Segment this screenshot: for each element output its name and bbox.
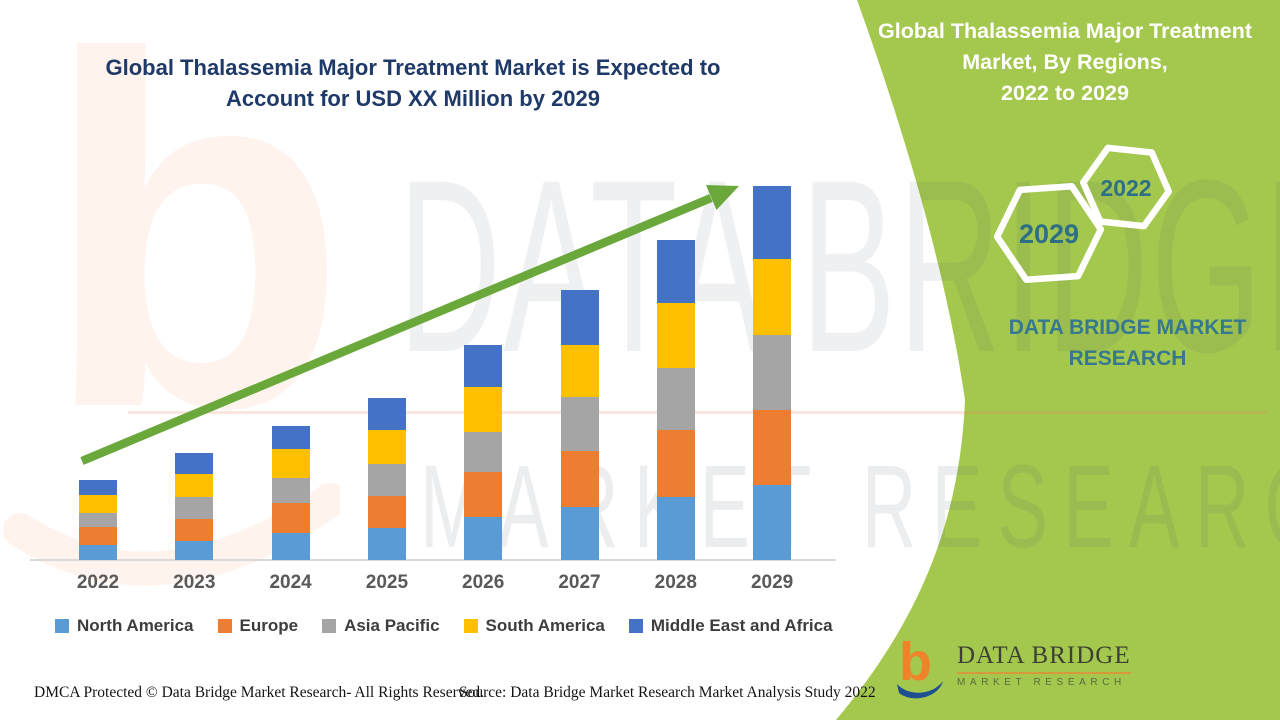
bar-segment xyxy=(656,240,695,303)
legend-label: Europe xyxy=(239,616,299,635)
legend-swatch-icon xyxy=(628,619,643,633)
bar-segment xyxy=(464,387,503,432)
logo-subtitle: MARKET RESEARCH xyxy=(957,677,1126,688)
x-axis-label: 2022 xyxy=(76,572,120,593)
side-panel-title: Global Thalassemia Major Treatment Marke… xyxy=(855,16,1275,109)
bar-segment xyxy=(175,497,214,519)
bar-segment xyxy=(271,449,310,478)
bar-segment xyxy=(464,432,503,472)
bar-segment xyxy=(560,507,599,560)
bar-segment xyxy=(464,345,503,387)
bar-segment xyxy=(175,453,214,474)
svg-text:b: b xyxy=(899,634,932,692)
bar-segment xyxy=(271,533,310,560)
legend-item: Middle East and Africa xyxy=(628,616,833,636)
bar-segment xyxy=(560,345,599,397)
chart-title-line2: Account for USD XX Million by 2029 xyxy=(225,86,601,111)
legend-label: Asia Pacific xyxy=(344,616,440,635)
bar-segment xyxy=(271,503,310,533)
bar-segment xyxy=(656,497,695,560)
bar-segment xyxy=(271,478,310,503)
legend-item: North America xyxy=(55,616,194,636)
bar-segment xyxy=(753,335,792,410)
bar-segment xyxy=(560,290,599,345)
footer-source-text: Source: Data Bridge Market Research Mark… xyxy=(459,684,876,701)
x-axis-label: 2027 xyxy=(558,572,601,593)
bar-segment xyxy=(367,496,406,528)
x-axis-line xyxy=(30,559,836,561)
brand-text-line1: DATA BRIDGE MARKET xyxy=(1008,316,1247,339)
bar-segment xyxy=(753,186,792,259)
bar-segment xyxy=(753,485,792,560)
bar-segment xyxy=(79,545,117,560)
bar-segment xyxy=(560,397,599,451)
hexagon-2029-label: 2029 xyxy=(1018,219,1080,249)
bar-segment xyxy=(79,480,117,495)
legend-swatch-icon xyxy=(322,619,337,633)
company-logo: b DATA BRIDGE MARKET RESEARCH xyxy=(893,634,1131,700)
bar-segment xyxy=(656,303,695,368)
x-axis-label: 2028 xyxy=(654,572,697,593)
brand-text-line2: RESEARCH xyxy=(1068,347,1187,370)
legend-item: Asia Pacific xyxy=(322,616,440,636)
legend-swatch-icon xyxy=(217,619,232,633)
chart-title: Global Thalassemia Major Treatment Marke… xyxy=(63,52,763,114)
bar-segment xyxy=(753,410,792,485)
bar-segment xyxy=(656,430,695,497)
legend-label: South America xyxy=(485,616,605,635)
legend-item: South America xyxy=(463,616,605,636)
logo-monogram-icon: b xyxy=(897,634,943,699)
legend-label: Middle East and Africa xyxy=(650,616,833,635)
chart-title-line1: Global Thalassemia Major Treatment Marke… xyxy=(105,55,721,80)
bar-segment xyxy=(175,474,214,497)
bar-segment xyxy=(175,519,214,541)
x-axis-label: 2025 xyxy=(365,572,409,593)
bar-segment xyxy=(79,527,117,545)
side-panel-title-line1: Global Thalassemia Major Treatment xyxy=(878,19,1252,43)
bar-segment xyxy=(79,513,117,527)
x-axis-label: 2029 xyxy=(750,572,794,593)
legend-swatch-icon xyxy=(463,619,478,633)
logo-name: DATA BRIDGE xyxy=(957,642,1131,674)
bar-segment xyxy=(367,528,406,560)
bar-segment xyxy=(560,451,599,507)
bar-segment xyxy=(367,398,406,430)
legend-label: North America xyxy=(77,616,194,635)
x-axis-label: 2023 xyxy=(173,572,216,593)
bar-segment xyxy=(464,517,503,560)
hexagon-2022-label: 2022 xyxy=(1100,175,1152,201)
bar-segment xyxy=(367,464,406,496)
bar-segment xyxy=(175,541,214,560)
bar-segment xyxy=(656,368,695,430)
side-panel-title-line2: Market, By Regions, xyxy=(962,50,1168,74)
brand-text: DATA BRIDGE MARKET RESEARCH xyxy=(985,312,1270,374)
legend-item: Europe xyxy=(217,616,299,636)
x-axis-label: 2024 xyxy=(269,572,312,593)
bar-segment xyxy=(79,495,117,513)
x-axis-label: 2026 xyxy=(462,572,505,593)
footer-dmca-text: DMCA Protected © Data Bridge Market Rese… xyxy=(34,684,484,701)
side-panel-title-line3: 2022 to 2029 xyxy=(1001,81,1129,105)
bar-segment xyxy=(753,259,792,335)
logo-texts: DATA BRIDGE MARKET RESEARCH xyxy=(957,642,1131,688)
bar-segment xyxy=(271,426,310,449)
bar-segment xyxy=(367,430,406,464)
bar-segment xyxy=(464,472,503,517)
legend: North America Europe Asia Pacific South Ame… xyxy=(55,616,833,636)
legend-swatch-icon xyxy=(55,619,69,633)
